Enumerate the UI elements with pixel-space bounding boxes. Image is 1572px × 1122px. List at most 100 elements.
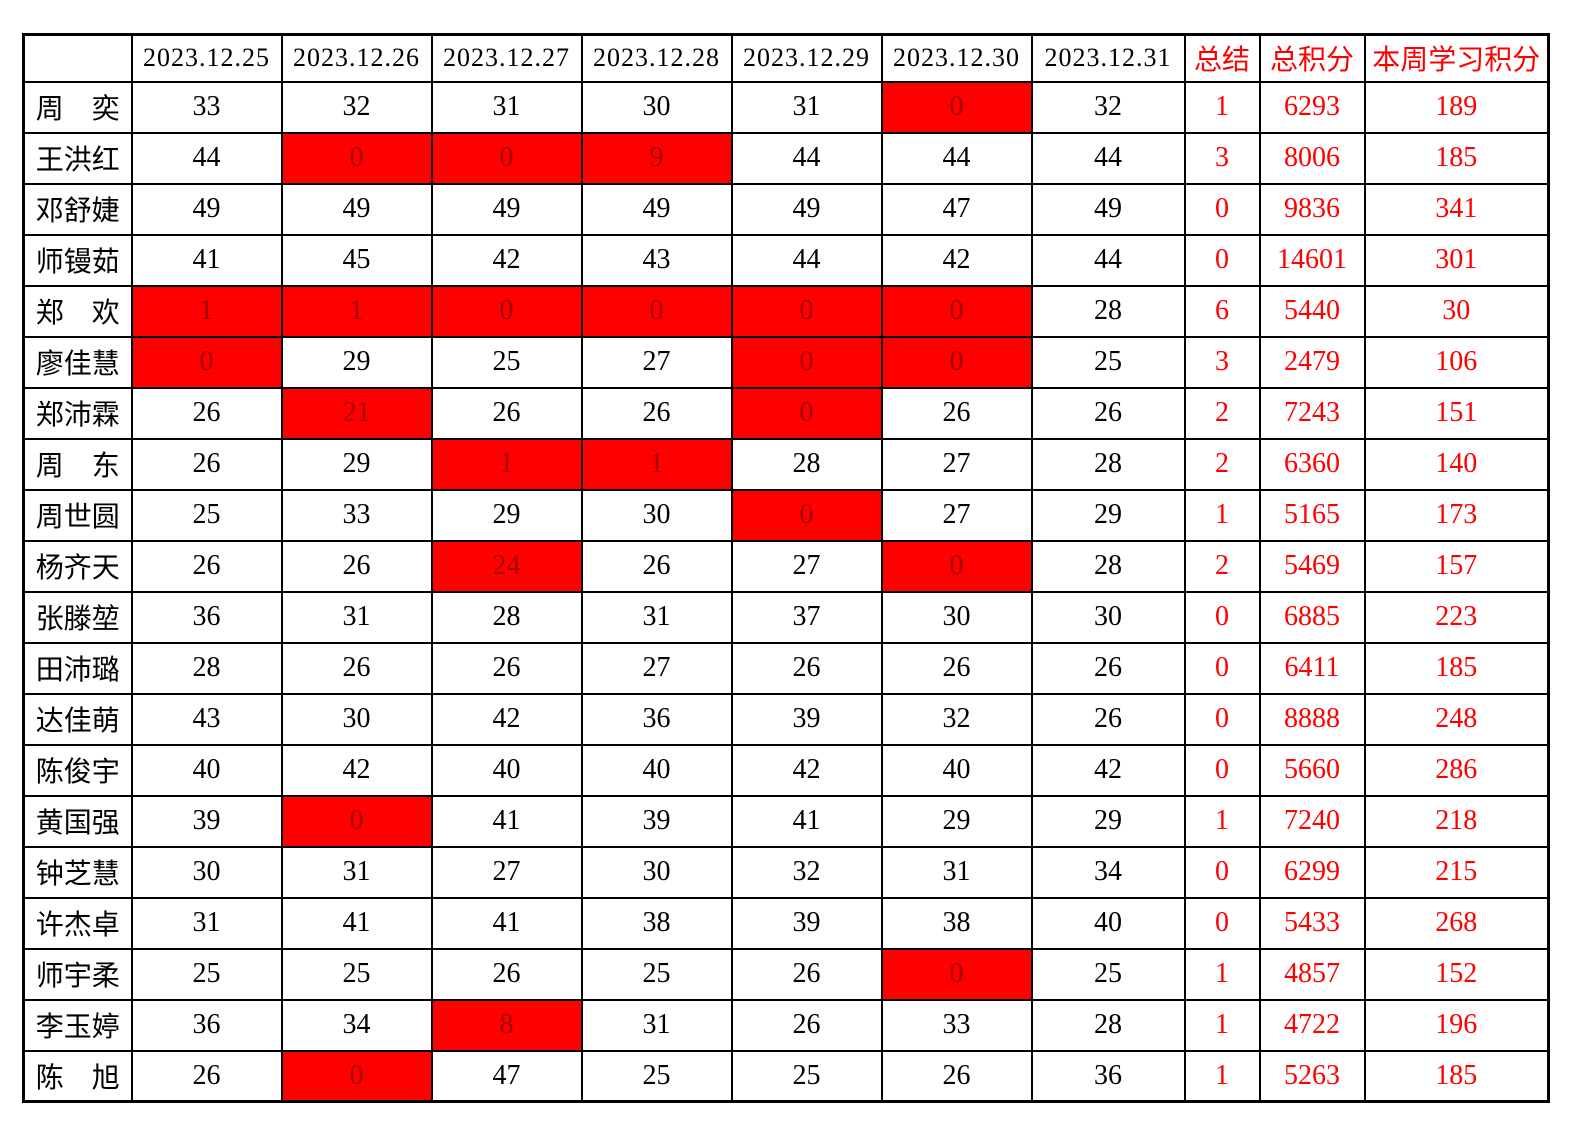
day-score-cell[interactable]: 30 (580, 845, 733, 899)
day-score-cell[interactable]: 0 (730, 335, 883, 389)
day-score-cell[interactable]: 29 (430, 488, 583, 542)
day-score-cell[interactable]: 25 (580, 1049, 733, 1103)
summary-value-cell[interactable]: 0 (1183, 182, 1261, 236)
day-score-cell[interactable]: 40 (880, 743, 1033, 797)
day-score-cell[interactable]: 38 (880, 896, 1033, 950)
day-score-cell[interactable]: 0 (730, 386, 883, 440)
week-points-cell[interactable]: 218 (1363, 794, 1550, 848)
day-score-cell[interactable]: 26 (580, 386, 733, 440)
total-points-cell[interactable]: 5263 (1258, 1049, 1366, 1103)
day-score-cell[interactable]: 30 (280, 692, 433, 746)
day-score-cell[interactable]: 29 (280, 437, 433, 491)
summary-value-cell[interactable]: 0 (1183, 896, 1261, 950)
day-score-cell[interactable]: 1 (280, 284, 433, 338)
day-score-cell[interactable]: 29 (1030, 794, 1186, 848)
day-score-cell[interactable]: 1 (430, 437, 583, 491)
student-name-cell[interactable]: 张滕堃 (22, 590, 133, 644)
day-score-cell[interactable]: 43 (130, 692, 283, 746)
week-points-cell[interactable]: 223 (1363, 590, 1550, 644)
student-name-cell[interactable]: 廖佳慧 (22, 335, 133, 389)
day-score-cell[interactable]: 49 (580, 182, 733, 236)
day-score-cell[interactable]: 47 (880, 182, 1033, 236)
day-score-cell[interactable]: 44 (1030, 233, 1186, 287)
day-score-cell[interactable]: 42 (1030, 743, 1186, 797)
day-score-cell[interactable]: 25 (430, 335, 583, 389)
summary-value-cell[interactable]: 3 (1183, 131, 1261, 185)
week-points-cell[interactable]: 215 (1363, 845, 1550, 899)
day-score-cell[interactable]: 31 (580, 590, 733, 644)
total-points-cell[interactable]: 6411 (1258, 641, 1366, 695)
day-score-cell[interactable]: 36 (130, 590, 283, 644)
total-points-cell[interactable]: 4857 (1258, 947, 1366, 1001)
day-score-cell[interactable]: 42 (430, 233, 583, 287)
day-score-cell[interactable]: 26 (1030, 641, 1186, 695)
summary-value-cell[interactable]: 1 (1183, 1049, 1261, 1103)
student-name-cell[interactable]: 周 奕 (22, 80, 133, 134)
day-score-cell[interactable]: 25 (280, 947, 433, 1001)
day-score-cell[interactable]: 26 (730, 998, 883, 1052)
day-score-cell[interactable]: 26 (1030, 692, 1186, 746)
day-score-cell[interactable]: 26 (280, 539, 433, 593)
day-score-cell[interactable]: 26 (130, 437, 283, 491)
week-points-cell[interactable]: 185 (1363, 641, 1550, 695)
summary-value-cell[interactable]: 1 (1183, 80, 1261, 134)
day-score-cell[interactable]: 26 (880, 386, 1033, 440)
total-points-cell[interactable]: 7243 (1258, 386, 1366, 440)
day-score-cell[interactable]: 26 (1030, 386, 1186, 440)
day-score-cell[interactable]: 31 (280, 590, 433, 644)
summary-value-cell[interactable]: 2 (1183, 437, 1261, 491)
day-score-cell[interactable]: 0 (880, 335, 1033, 389)
day-score-cell[interactable]: 28 (1030, 998, 1186, 1052)
day-score-cell[interactable]: 41 (430, 896, 583, 950)
day-score-cell[interactable]: 24 (430, 539, 583, 593)
total-points-cell[interactable]: 14601 (1258, 233, 1366, 287)
summary-value-cell[interactable]: 0 (1183, 590, 1261, 644)
day-score-cell[interactable]: 33 (130, 80, 283, 134)
day-score-cell[interactable]: 31 (730, 80, 883, 134)
summary-header[interactable]: 总结 (1183, 33, 1261, 83)
student-name-cell[interactable]: 郑 欢 (22, 284, 133, 338)
day-score-cell[interactable]: 31 (580, 998, 733, 1052)
day-score-cell[interactable]: 42 (280, 743, 433, 797)
day-score-cell[interactable]: 27 (730, 539, 883, 593)
day-score-cell[interactable]: 44 (730, 131, 883, 185)
week-points-cell[interactable]: 286 (1363, 743, 1550, 797)
total-points-cell[interactable]: 5469 (1258, 539, 1366, 593)
summary-value-cell[interactable]: 2 (1183, 539, 1261, 593)
day-score-cell[interactable]: 49 (1030, 182, 1186, 236)
day-score-cell[interactable]: 29 (880, 794, 1033, 848)
week-points-cell[interactable]: 173 (1363, 488, 1550, 542)
week-points-cell[interactable]: 30 (1363, 284, 1550, 338)
day-score-cell[interactable]: 49 (730, 182, 883, 236)
day-score-cell[interactable]: 25 (1030, 335, 1186, 389)
day-score-cell[interactable]: 39 (580, 794, 733, 848)
day-score-cell[interactable]: 31 (880, 845, 1033, 899)
date-header-2023.12.30[interactable]: 2023.12.30 (880, 33, 1033, 83)
day-score-cell[interactable]: 21 (280, 386, 433, 440)
student-name-cell[interactable]: 达佳萌 (22, 692, 133, 746)
summary-value-cell[interactable]: 0 (1183, 743, 1261, 797)
total-points-cell[interactable]: 2479 (1258, 335, 1366, 389)
day-score-cell[interactable]: 49 (280, 182, 433, 236)
summary-value-cell[interactable]: 6 (1183, 284, 1261, 338)
total-points-cell[interactable]: 8888 (1258, 692, 1366, 746)
day-score-cell[interactable]: 0 (880, 284, 1033, 338)
student-name-cell[interactable]: 许杰卓 (22, 896, 133, 950)
day-score-cell[interactable]: 0 (280, 1049, 433, 1103)
day-score-cell[interactable]: 30 (880, 590, 1033, 644)
day-score-cell[interactable]: 38 (580, 896, 733, 950)
day-score-cell[interactable]: 28 (130, 641, 283, 695)
day-score-cell[interactable]: 41 (280, 896, 433, 950)
total-points-cell[interactable]: 6360 (1258, 437, 1366, 491)
day-score-cell[interactable]: 28 (1030, 539, 1186, 593)
day-score-cell[interactable]: 36 (580, 692, 733, 746)
student-name-cell[interactable]: 师镘茹 (22, 233, 133, 287)
student-name-cell[interactable]: 田沛璐 (22, 641, 133, 695)
week-points-cell[interactable]: 189 (1363, 80, 1550, 134)
day-score-cell[interactable]: 25 (130, 488, 283, 542)
summary-value-cell[interactable]: 0 (1183, 845, 1261, 899)
week-points-header[interactable]: 本周学习积分 (1363, 33, 1550, 83)
week-points-cell[interactable]: 151 (1363, 386, 1550, 440)
day-score-cell[interactable]: 0 (730, 284, 883, 338)
day-score-cell[interactable]: 25 (130, 947, 283, 1001)
